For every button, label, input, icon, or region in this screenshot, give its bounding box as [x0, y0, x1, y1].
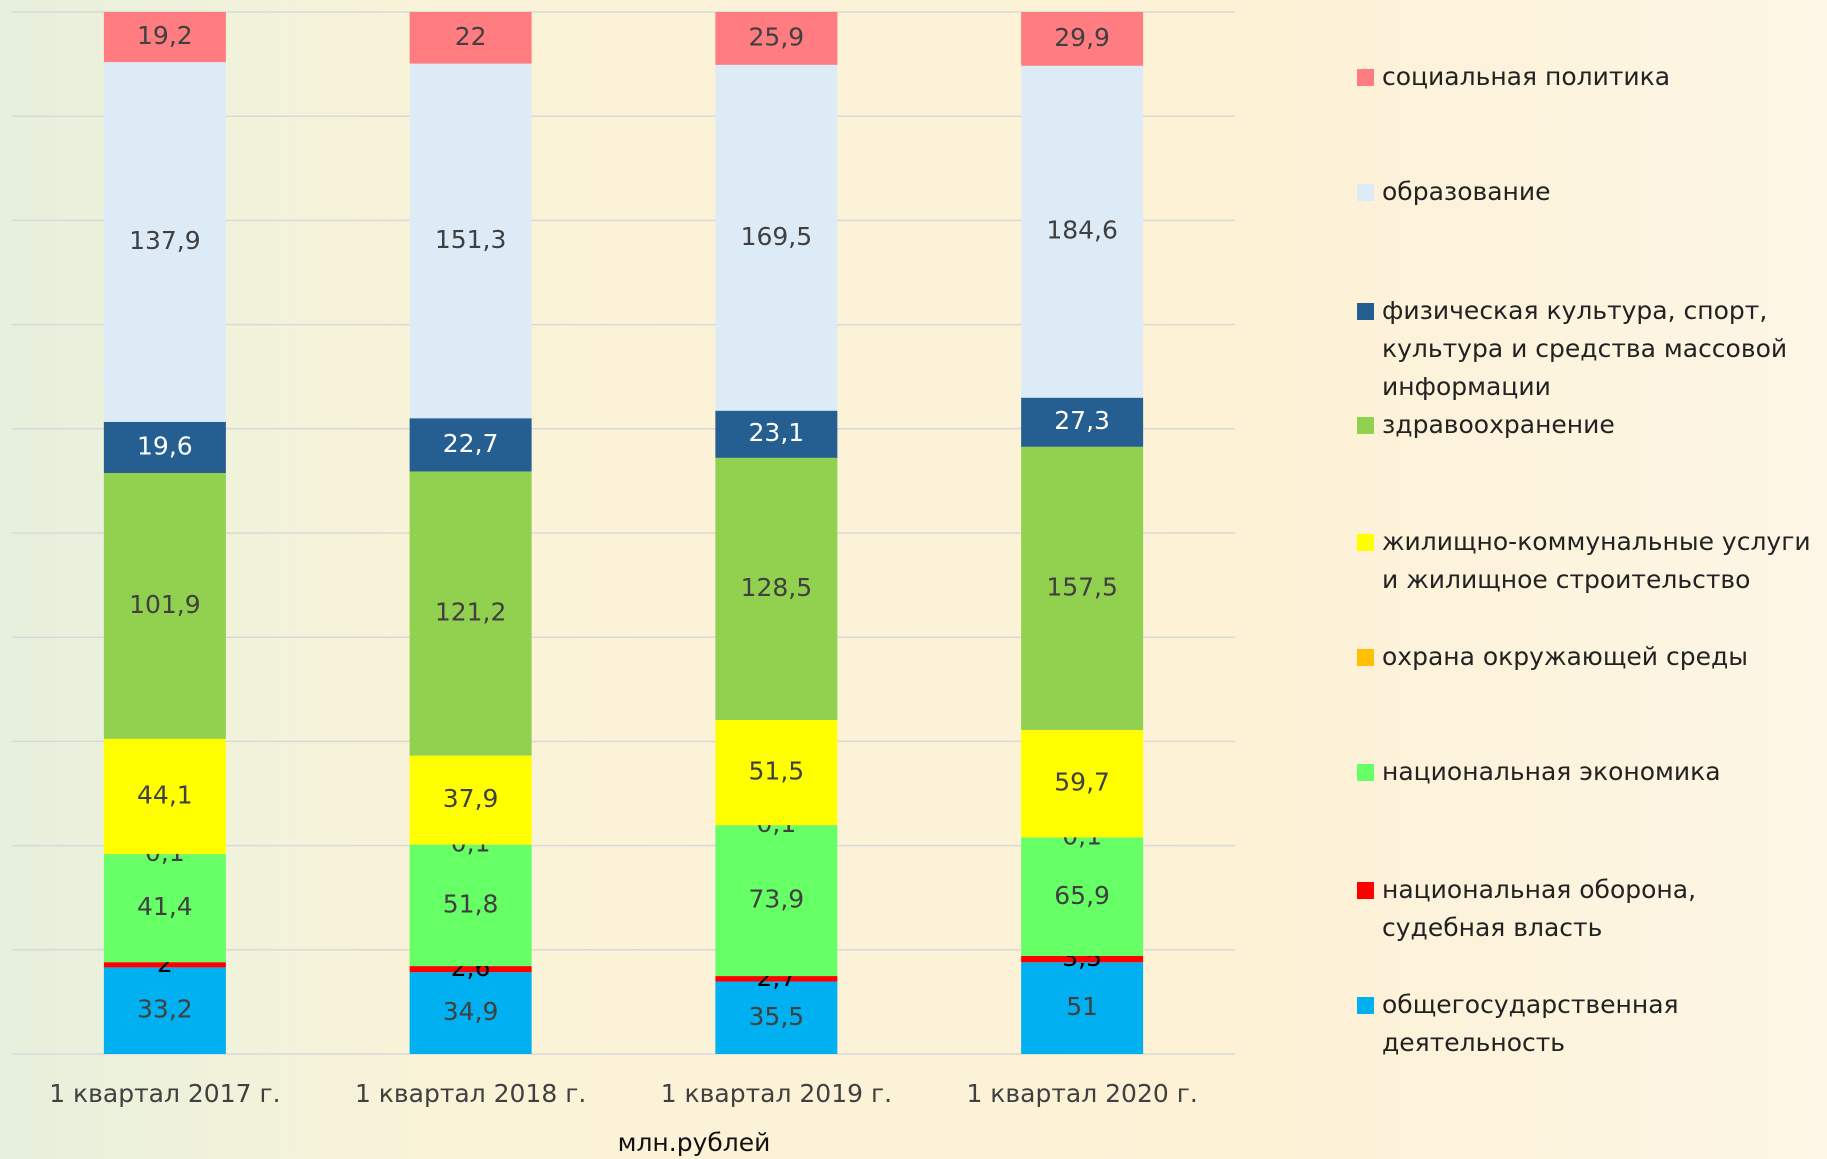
data-label: 34,9 — [443, 997, 499, 1026]
bar-segment — [1021, 962, 1144, 1054]
data-label: 73,9 — [749, 885, 805, 914]
bar-segment — [103, 472, 226, 739]
data-label: 51,8 — [443, 889, 499, 918]
data-label: 35,5 — [749, 1002, 805, 1031]
bar-segment — [103, 967, 226, 1054]
data-label: 27,3 — [1054, 406, 1110, 435]
x-tick-label: 1 квартал 2017 г. — [49, 1079, 280, 1108]
legend-swatch — [1357, 417, 1374, 434]
bar-segment — [409, 966, 532, 973]
bar-segment — [1021, 446, 1144, 730]
legend-label: жилищно-коммунальные услуги и жилищное с… — [1382, 527, 1811, 594]
bar-segment — [103, 12, 226, 63]
legend-swatch — [1357, 997, 1374, 1014]
data-label: 157,5 — [1046, 572, 1118, 601]
legend-item: образование — [1357, 173, 1822, 211]
legend-swatch — [1357, 69, 1374, 86]
bar-segment — [715, 719, 838, 826]
x-tick-label: 1 квартал 2019 г. — [661, 1079, 892, 1108]
legend-item: национальная экономика — [1357, 753, 1822, 791]
data-label: 101,9 — [129, 590, 201, 619]
x-axis-title: млн.рублей — [618, 1128, 771, 1157]
bar-segment — [409, 418, 532, 472]
legend-swatch — [1357, 882, 1374, 899]
legend-label: общегосударственная деятельность — [1382, 990, 1679, 1057]
legend-swatch — [1357, 649, 1374, 666]
bar-segment — [715, 12, 838, 65]
data-label: 128,5 — [741, 573, 813, 602]
bar-segment — [715, 410, 838, 458]
data-label: 184,6 — [1046, 216, 1118, 245]
legend-swatch — [1357, 303, 1374, 320]
bar-segment — [103, 854, 226, 963]
bar-segment — [1021, 397, 1144, 447]
legend-item: общегосударственная деятельность — [1357, 986, 1822, 1062]
bar-segment — [715, 64, 838, 411]
data-label: 19,2 — [137, 21, 193, 50]
data-label: 33,2 — [137, 995, 193, 1024]
data-label: 22,7 — [443, 429, 499, 458]
bar-segment — [409, 12, 532, 64]
bar-segment — [103, 738, 226, 854]
bar-segment — [715, 825, 838, 977]
data-label: 151,3 — [435, 225, 507, 254]
bar-segment — [409, 972, 532, 1054]
bar-segment — [103, 962, 226, 968]
data-label: 137,9 — [129, 226, 201, 255]
x-tick-label: 1 квартал 2018 г. — [355, 1079, 586, 1108]
x-tick-label: 1 квартал 2020 г. — [966, 1079, 1197, 1108]
legend-item: здравоохранение — [1357, 406, 1822, 444]
bar-segment — [409, 63, 532, 419]
bar-segment — [1021, 12, 1144, 66]
bar-segment — [1021, 65, 1144, 398]
data-label: 51 — [1066, 992, 1098, 1021]
data-label: 59,7 — [1054, 768, 1110, 797]
data-label: 65,9 — [1054, 881, 1110, 910]
bar-segment — [715, 457, 838, 720]
legend-item: физическая культура, спорт, культура и с… — [1357, 292, 1822, 406]
bar-segment — [409, 471, 532, 756]
bar-segment — [1021, 956, 1144, 963]
data-label: 25,9 — [749, 22, 805, 51]
data-label: 22 — [455, 22, 487, 51]
bar-segment — [1021, 837, 1144, 957]
data-label: 37,9 — [443, 784, 499, 813]
legend-label: национальная экономика — [1382, 757, 1721, 786]
legend-item: социальная политика — [1357, 58, 1822, 96]
legend-label: здравоохранение — [1382, 410, 1615, 439]
data-label: 51,5 — [749, 757, 805, 786]
data-label: 44,1 — [137, 780, 193, 809]
data-label: 19,6 — [137, 431, 193, 460]
data-label: 41,4 — [137, 892, 193, 921]
data-label: 23,1 — [749, 418, 805, 447]
bar-segment — [715, 981, 838, 1054]
legend-item: жилищно-коммунальные услуги и жилищное с… — [1357, 523, 1822, 599]
data-label: 121,2 — [435, 598, 507, 627]
bar-segment — [715, 976, 838, 982]
bar-segment — [409, 844, 532, 967]
legend-swatch — [1357, 184, 1374, 201]
legend-item: национальная оборона, судебная власть — [1357, 871, 1822, 947]
data-label: 169,5 — [741, 222, 813, 251]
legend-swatch — [1357, 534, 1374, 551]
legend-label: образование — [1382, 177, 1551, 206]
legend-label: физическая культура, спорт, культура и с… — [1382, 296, 1788, 401]
data-label: 29,9 — [1054, 23, 1110, 52]
legend-label: социальная политика — [1382, 62, 1671, 91]
legend-label: национальная оборона, судебная власть — [1382, 875, 1697, 942]
bar-segment — [409, 755, 532, 845]
bar-segment — [103, 421, 226, 473]
legend-label: охрана окружающей среды — [1382, 642, 1748, 671]
bar-segment — [1021, 729, 1144, 838]
legend-swatch — [1357, 764, 1374, 781]
legend-item: охрана окружающей среды — [1357, 638, 1822, 676]
bar-segment — [103, 62, 226, 422]
